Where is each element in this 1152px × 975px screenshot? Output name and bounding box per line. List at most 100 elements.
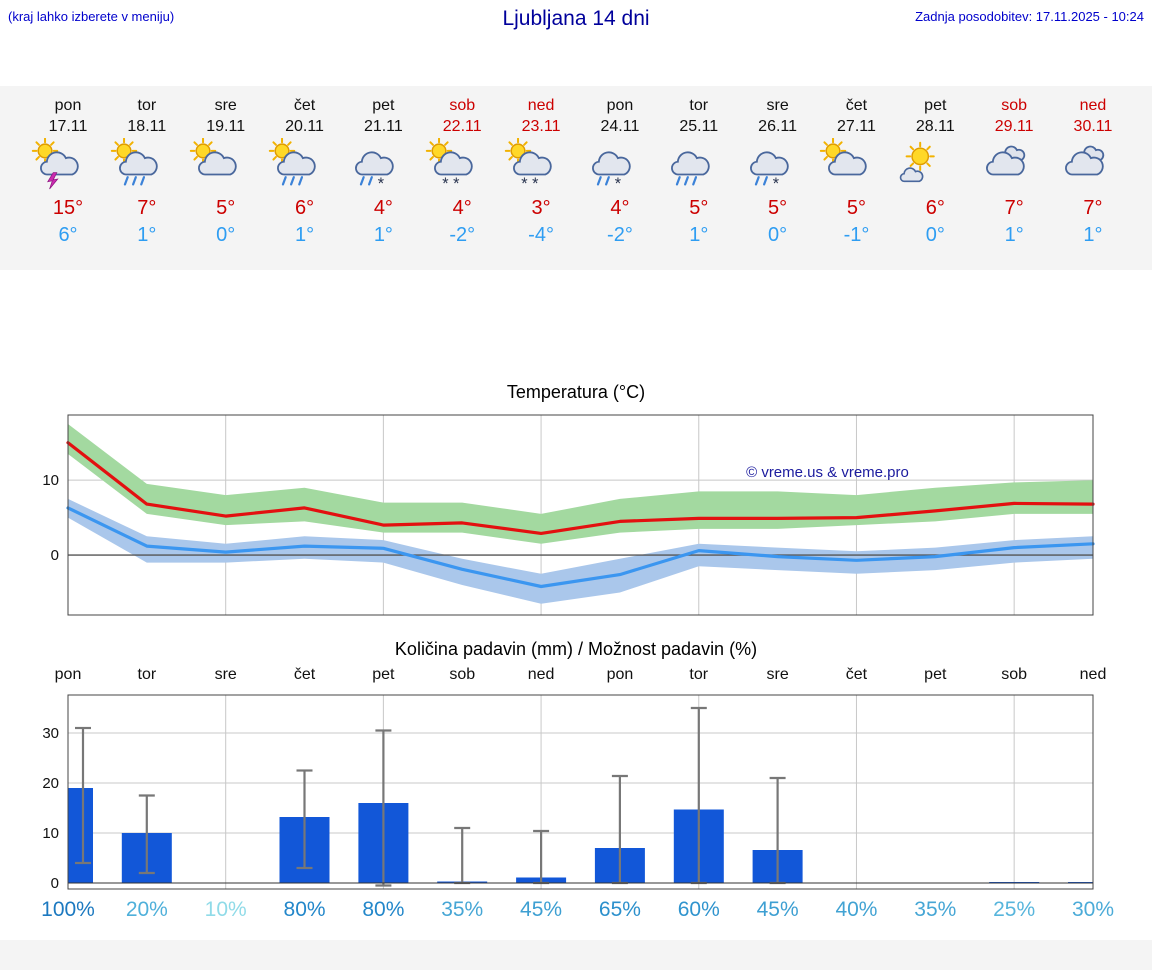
cloud-rain-snow-icon: * bbox=[578, 138, 662, 194]
day-name: pet bbox=[372, 97, 395, 114]
day-high-temp: 4° bbox=[373, 197, 393, 219]
day-high-temp: 4° bbox=[610, 197, 630, 219]
forecast-day-26.11[interactable]: sre 26.11 * 5° 0° bbox=[736, 86, 820, 249]
svg-text:*: * bbox=[615, 175, 622, 191]
day-name: pon bbox=[54, 97, 82, 114]
precip-probability: 45% bbox=[756, 898, 799, 921]
precip-day-label: tor bbox=[689, 666, 709, 683]
day-name: sre bbox=[766, 97, 789, 114]
svg-text:*: * bbox=[772, 175, 779, 191]
day-date: 20.11 bbox=[285, 118, 324, 135]
forecast-day-30.11[interactable]: ned 30.11 7° 1° bbox=[1051, 86, 1135, 249]
precip-probability: 10% bbox=[204, 898, 247, 921]
day-date: 29.11 bbox=[994, 118, 1034, 135]
precip-probability: 100% bbox=[41, 898, 95, 921]
day-name: tor bbox=[689, 97, 709, 114]
forecast-day-17.11[interactable]: pon 17.11 15° 6° bbox=[26, 86, 110, 249]
forecast-day-20.11[interactable]: čet 20.11 6° 1° bbox=[263, 86, 347, 249]
precip-probability: 80% bbox=[362, 898, 405, 921]
forecast-day-25.11[interactable]: tor 25.11 5° 1° bbox=[657, 86, 741, 249]
day-low-temp: 0° bbox=[925, 224, 945, 246]
day-low-temp: 1° bbox=[137, 224, 157, 246]
forecast-day-18.11[interactable]: tor 18.11 7° 1° bbox=[105, 86, 189, 249]
precip-day-label: tor bbox=[137, 666, 157, 683]
svg-text:10: 10 bbox=[42, 472, 59, 489]
precip-probability: 25% bbox=[993, 898, 1036, 921]
svg-text:*: * bbox=[378, 175, 385, 191]
day-date: 24.11 bbox=[600, 118, 640, 135]
day-high-temp: 15° bbox=[52, 197, 84, 219]
day-date: 28.11 bbox=[915, 118, 955, 135]
day-high-temp: 5° bbox=[846, 197, 867, 219]
day-low-temp: -4° bbox=[528, 224, 554, 246]
day-high-temp: 7° bbox=[1083, 197, 1103, 219]
precip-day-label: pet bbox=[372, 666, 395, 683]
last-update: Zadnja posodobitev: 17.11.2025 - 10:24 bbox=[915, 9, 1144, 24]
day-low-temp: 1° bbox=[294, 224, 315, 246]
temperature-section: Temperatura (°C) 0 10 © vreme.us & vreme.p… bbox=[0, 382, 1152, 621]
forecast-day-19.11[interactable]: sre 19.11 5° 0° bbox=[184, 86, 268, 249]
precip-day-label: sre bbox=[766, 666, 789, 683]
day-low-temp: -2° bbox=[607, 224, 633, 246]
sun-cloud-rain-icon bbox=[105, 138, 189, 194]
precip-probability: 65% bbox=[598, 898, 641, 921]
sun-smallcloud-icon bbox=[893, 138, 977, 194]
forecast-day-22.11[interactable]: sob 22.11 * * 4° -2° bbox=[420, 86, 504, 249]
svg-text:0: 0 bbox=[51, 547, 59, 564]
forecast-day-24.11[interactable]: pon 24.11 * 4° -2° bbox=[578, 86, 662, 249]
day-name: ned bbox=[527, 97, 555, 114]
day-name: pon bbox=[606, 97, 634, 114]
svg-text:*: * bbox=[532, 175, 539, 191]
page-title: Ljubljana 14 dni bbox=[502, 7, 650, 30]
day-low-temp: -2° bbox=[449, 224, 476, 246]
day-name: sob bbox=[449, 97, 476, 114]
precip-day-label: čet bbox=[845, 666, 868, 683]
sun-cloud-lightning-icon bbox=[26, 138, 110, 194]
day-name: čet bbox=[845, 97, 868, 114]
precip-probability: 35% bbox=[914, 898, 957, 921]
precipitation-chart: 0 10 20 30 bbox=[42, 694, 1094, 892]
forecast-day-23.11[interactable]: ned 23.11 * * 3° -4° bbox=[499, 86, 583, 249]
day-name: sob bbox=[1001, 97, 1028, 114]
forecast-day-29.11[interactable]: sob 29.11 7° 1° bbox=[972, 86, 1056, 249]
day-date: 22.11 bbox=[442, 118, 482, 135]
temperature-chart-title: Temperatura (°C) bbox=[506, 382, 646, 402]
day-name: sre bbox=[214, 97, 237, 114]
day-date: 27.11 bbox=[837, 118, 876, 135]
sun-cloud-snow-icon: * * bbox=[499, 138, 583, 194]
day-date: 30.11 bbox=[1073, 118, 1113, 135]
svg-text:10: 10 bbox=[42, 825, 59, 842]
day-high-temp: 5° bbox=[768, 197, 788, 219]
precip-day-labels: pon tor sre čet pet sob ned pon tor sre čet pet sob n… bbox=[10, 666, 1142, 690]
svg-text:© vreme.us & vreme.pro: © vreme.us & vreme.pro bbox=[746, 464, 909, 481]
day-date: 18.11 bbox=[127, 118, 167, 135]
precip-probability-row: 100% 20% 10% 80% 80% 35% 45% 65% 60% 45% 40% 35% 25%… bbox=[10, 896, 1142, 928]
day-name: tor bbox=[137, 97, 157, 114]
forecast-day-21.11[interactable]: pet 21.11 * 4° 1° bbox=[341, 86, 425, 249]
precip-day-label: čet bbox=[293, 666, 316, 683]
svg-text:*: * bbox=[453, 175, 460, 191]
cloud-rain-icon bbox=[657, 138, 741, 194]
sun-cloud-snow-icon: * * bbox=[420, 138, 504, 194]
svg-text:30: 30 bbox=[42, 725, 59, 742]
precipitation-chart-wrap: pon tor sre čet pet sob ned pon tor sre čet pet sob n… bbox=[10, 666, 1142, 928]
forecast-day-27.11[interactable]: čet 27.11 5° -1° bbox=[814, 86, 898, 249]
day-date: 25.11 bbox=[679, 118, 719, 135]
day-date: 26.11 bbox=[758, 118, 798, 135]
day-high-temp: 4° bbox=[452, 197, 472, 219]
sun-cloud-icon bbox=[814, 138, 898, 194]
cloud-rain-snow-icon: * bbox=[736, 138, 820, 194]
svg-text:20: 20 bbox=[42, 775, 59, 792]
day-high-temp: 6° bbox=[925, 197, 945, 219]
precip-day-label: ned bbox=[527, 666, 555, 683]
precip-day-label: sre bbox=[214, 666, 237, 683]
forecast-day-28.11[interactable]: pet 28.11 6° 0° bbox=[893, 86, 977, 249]
day-high-temp: 6° bbox=[294, 197, 315, 219]
svg-text:0: 0 bbox=[51, 875, 59, 892]
day-date: 19.11 bbox=[206, 118, 246, 135]
precip-day-label: sob bbox=[449, 666, 476, 683]
precipitation-chart-title: Količina padavin (mm) / Možnost padavin … bbox=[394, 639, 758, 659]
precip-day-label: sob bbox=[1001, 666, 1028, 683]
precip-probability: 40% bbox=[835, 898, 878, 921]
